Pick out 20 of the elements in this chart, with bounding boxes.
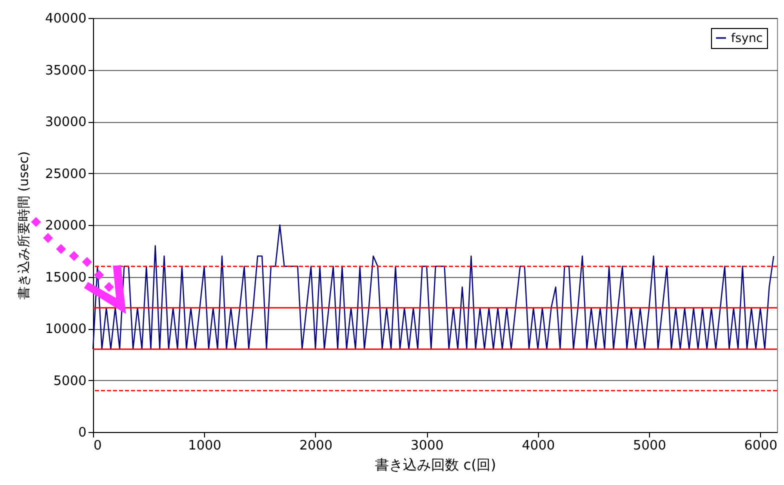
x-tick-label: 4000	[522, 438, 555, 454]
x-tick-label: 2000	[299, 438, 332, 454]
y-tick-label: 40000	[45, 12, 86, 26]
y-tick-label: 20000	[45, 218, 86, 234]
x-tick-label: 3000	[410, 438, 444, 454]
x-tick-label: 0	[94, 438, 102, 454]
y-tick-label: 25000	[45, 166, 86, 182]
y-tick-label: 30000	[45, 115, 86, 130]
y-tick-label: 0	[78, 426, 86, 440]
y-tick-label: 35000	[45, 63, 86, 78]
y-tick-label: 15000	[45, 270, 86, 286]
x-tick-label: 5000	[633, 438, 666, 454]
x-tick-label: 1000	[188, 438, 222, 454]
line-series	[92, 224, 774, 350]
y-tick-label: 10000	[45, 322, 86, 337]
y-axis-title: 書き込み所要時間 (usec)	[17, 151, 32, 300]
x-axis-title: 書き込み回数 c(回)	[374, 458, 496, 474]
legend-label: fsync	[731, 31, 763, 45]
x-tick-label: 6000	[744, 438, 778, 454]
y-tick-label: 5000	[53, 374, 86, 389]
